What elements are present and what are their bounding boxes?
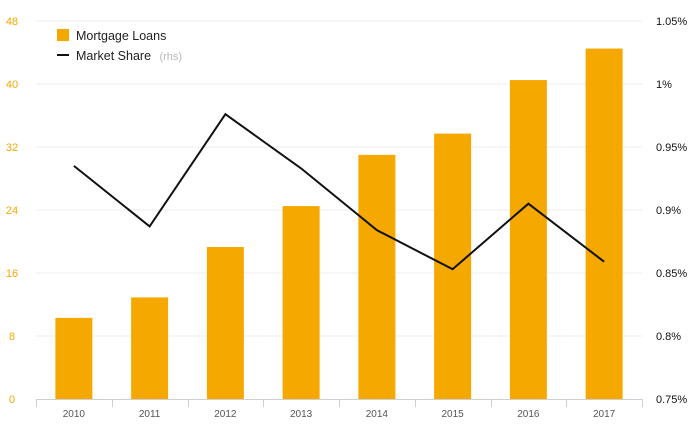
y-right-tick-label: 0.95% xyxy=(656,142,687,154)
y-axis-right: 0.75% 0.8% 0.85% 0.9% 0.95% 1% 1.05% xyxy=(656,16,687,406)
x-axis: 2010 2011 2012 2013 2014 2015 2016 2017 xyxy=(36,399,643,420)
y-axis-left: 0 8 16 24 32 40 48 xyxy=(6,16,18,406)
y-right-tick-label: 1.05% xyxy=(656,16,687,28)
y-left-tick-label: 0 xyxy=(9,394,15,406)
bar-mortgage-loans xyxy=(282,206,320,399)
y-right-tick-label: 0.85% xyxy=(656,268,687,280)
y-left-tick-label: 40 xyxy=(6,79,18,91)
y-right-tick-label: 0.75% xyxy=(656,394,687,406)
legend-swatch-mortgage-loans xyxy=(57,29,69,41)
legend-label-market-share: Market Share (rhs) xyxy=(76,47,182,64)
y-left-tick-label: 16 xyxy=(6,268,18,280)
legend: Mortgage Loans Market Share (rhs) xyxy=(57,29,182,64)
market-share-line xyxy=(73,112,605,271)
gridlines xyxy=(36,20,642,337)
y-left-tick-label: 24 xyxy=(6,205,18,217)
bar-mortgage-loans xyxy=(206,247,244,399)
bar-mortgage-loans xyxy=(55,317,93,399)
y-left-tick-label: 32 xyxy=(6,142,18,154)
bar-mortgage-loans xyxy=(585,48,623,399)
x-tick-label: 2011 xyxy=(139,409,161,420)
x-tick-label: 2017 xyxy=(593,409,616,420)
legend-label-market-share-name: Market Share xyxy=(76,49,151,63)
y-right-tick-label: 1% xyxy=(656,79,672,91)
x-tick-label: 2016 xyxy=(517,409,540,420)
bar-mortgage-loans xyxy=(358,154,396,399)
y-left-tick-label: 8 xyxy=(9,331,15,343)
x-tick-label: 2012 xyxy=(214,409,237,420)
bar-mortgage-loans xyxy=(434,133,472,400)
mortgage-loans-bars xyxy=(55,48,623,400)
x-tick-label: 2010 xyxy=(63,409,86,420)
legend-label-market-share-suffix: (rhs) xyxy=(159,51,182,63)
bar-mortgage-loans xyxy=(509,80,547,399)
x-tick-label: 2014 xyxy=(366,409,389,420)
x-tick-label: 2013 xyxy=(290,409,313,420)
legend-label-mortgage-loans: Mortgage Loans xyxy=(76,29,166,43)
y-right-tick-label: 0.8% xyxy=(656,331,681,343)
y-left-tick-label: 48 xyxy=(6,16,18,28)
x-tick-label: 2015 xyxy=(442,409,465,420)
y-right-tick-label: 0.9% xyxy=(656,205,681,217)
bar-mortgage-loans xyxy=(131,297,169,399)
market-share-line-group xyxy=(73,112,605,271)
